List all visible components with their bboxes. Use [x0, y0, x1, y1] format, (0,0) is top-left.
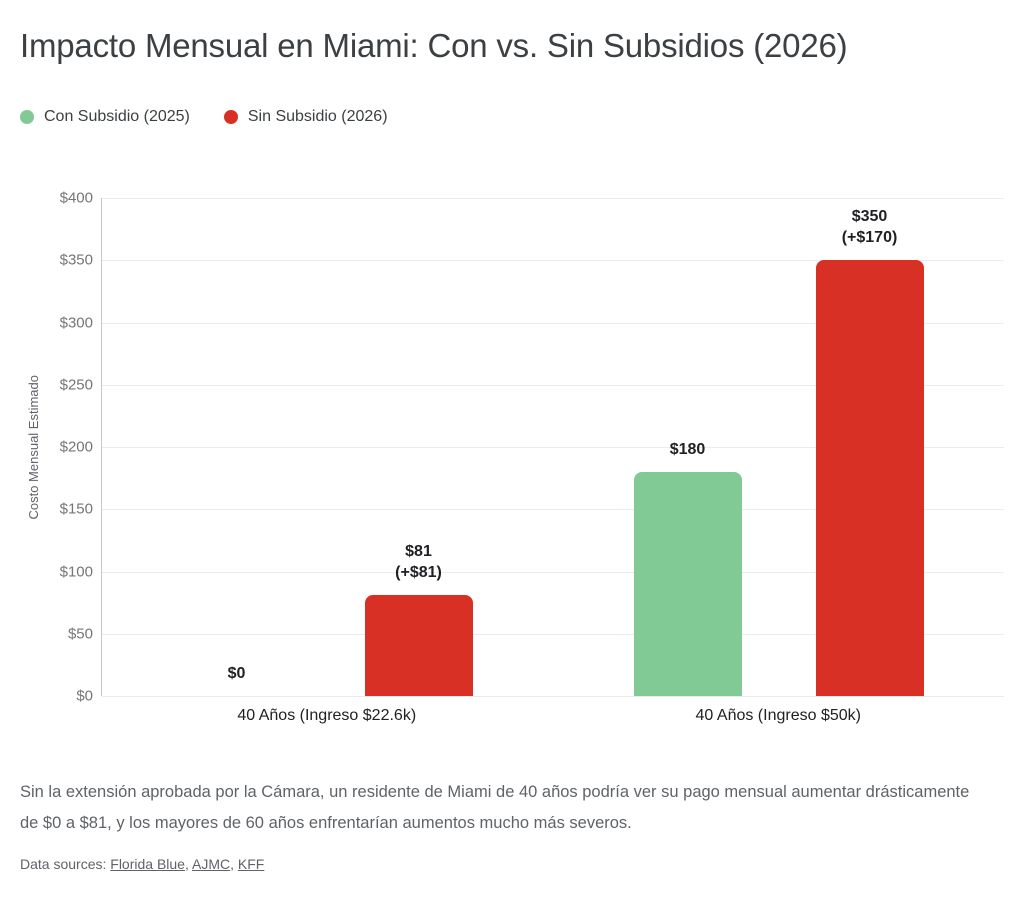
bar-value-label: $180 [669, 440, 706, 458]
bar-group: $0 $81 (+$81) [102, 198, 553, 696]
bar[interactable] [633, 471, 742, 696]
bar-slot: $81 (+$81) [364, 198, 473, 696]
bar-value-label: $81 (+$81) [395, 543, 442, 582]
bar-groups: $0 $81 (+$81) $180 $350 (+$170) [102, 198, 1004, 696]
y-axis-tick-label: $150 [59, 500, 93, 518]
legend-item-con-subsidio: Con Subsidio (2025) [20, 108, 190, 126]
bar-slot: $350 (+$170) [815, 198, 924, 696]
gridline [102, 633, 1004, 635]
bar-chart: Costo Mensual Estimado $400 $350 $300 $250 $… [20, 190, 1004, 725]
gridline [102, 198, 1004, 199]
plot-column: $0 $81 (+$81) $180 $350 (+$170) 40 Años (In… [101, 198, 1004, 725]
data-sources: Data sources: Florida Blue, AJMC, KFF [20, 856, 1004, 872]
y-axis-tick-label: $0 [76, 687, 93, 705]
page-title: Impacto Mensual en Miami: Con vs. Sin Su… [20, 27, 848, 64]
bar-value-label: $350 (+$170) [841, 208, 898, 247]
gridline [102, 384, 1004, 386]
legend-dot-red-icon [223, 110, 238, 124]
y-axis-ticks: $400 $350 $300 $250 $200 $150 $100 $50 $0 [46, 190, 101, 705]
gridline [102, 447, 1004, 448]
y-axis-title: Costo Mensual Estimado [25, 374, 41, 520]
chart-legend: Con Subsidio (2025) Sin Subsidio (2026) [20, 108, 1004, 126]
data-sources-prefix: Data sources: [20, 856, 111, 872]
y-axis-tick-label: $350 [59, 251, 93, 269]
chart-caption: Sin la extensión aprobada por la Cámara,… [20, 783, 970, 832]
bar-slot: $0 [183, 198, 291, 696]
legend-item-sin-subsidio: Sin Subsidio (2026) [223, 108, 388, 126]
x-axis-labels: 40 Años (Ingreso $22.6k) 40 Años (Ingreso… [101, 707, 1004, 725]
source-link-ajmc[interactable]: AJMC [191, 856, 231, 872]
legend-label: Sin Subsidio (2026) [247, 108, 388, 125]
bar-slot: $180 [633, 198, 742, 696]
legend-label: Con Subsidio (2025) [44, 108, 190, 125]
y-axis-tick-label: $400 [59, 189, 93, 207]
x-axis-category-label: 40 Años (Ingreso $22.6k) [237, 707, 417, 724]
legend-dot-green-icon [20, 110, 34, 124]
y-axis-tick-label: $50 [67, 625, 93, 643]
gridline [102, 322, 1004, 324]
plot-area: $0 $81 (+$81) $180 $350 (+$170) [101, 198, 1004, 697]
y-axis-title-column: Costo Mensual Estimado [20, 198, 46, 696]
y-axis-tick-label: $100 [59, 563, 93, 580]
source-link-florida-blue[interactable]: Florida Blue [110, 856, 185, 872]
gridline [102, 696, 1004, 697]
gridline [102, 571, 1004, 573]
y-axis-tick-label: $200 [59, 438, 93, 456]
source-separator: , [230, 856, 238, 872]
y-axis-tick-label: $300 [59, 314, 93, 331]
bar[interactable] [364, 595, 473, 696]
source-link-kff[interactable]: KFF [237, 856, 265, 872]
gridline [102, 509, 1004, 511]
bar-value-label: $0 [227, 665, 246, 682]
x-axis-category-label: 40 Años (Ingreso $50k) [695, 707, 861, 724]
gridline [102, 260, 1004, 262]
bar[interactable] [815, 260, 924, 696]
y-axis-tick-label: $250 [59, 376, 93, 394]
bar-group: $180 $350 (+$170) [553, 198, 1004, 696]
source-separator: , [184, 856, 192, 872]
